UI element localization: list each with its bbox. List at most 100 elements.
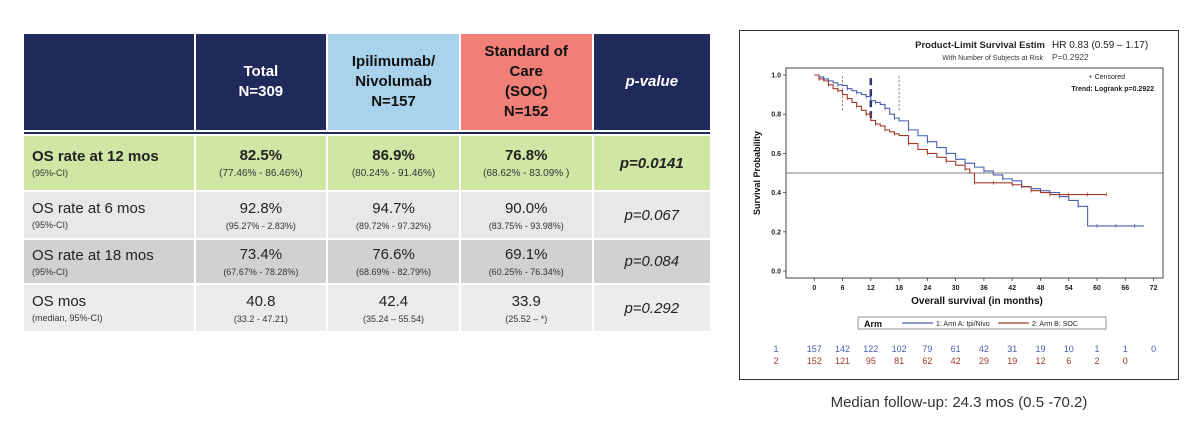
at-risk-count: 42 (979, 344, 989, 354)
y-tick-label: 0.2 (771, 229, 781, 236)
row-label-sub: (95%-CI) (32, 168, 69, 178)
cell-ipi: 86.9% (80.24% - 91.46%) (328, 136, 459, 190)
row-label: OS rate at 12 mos (95%-CI) (24, 136, 194, 190)
censored-legend: + Censored (1089, 74, 1125, 81)
at-risk-count: 19 (1035, 344, 1045, 354)
arm-legend-title: Arm (864, 319, 882, 329)
survival-curve-arm-2 (814, 74, 1107, 196)
row-label-main: OS rate at 18 mos (32, 246, 154, 264)
header-soc-line3: (SOC) (504, 83, 548, 100)
header-separator (24, 132, 710, 134)
y-tick-label: 1.0 (771, 73, 781, 80)
at-risk-count: 10 (1064, 344, 1074, 354)
cell-main: 69.1% (504, 246, 548, 263)
cell-main: 76.6% (372, 246, 415, 263)
cell-main: 73.4% (239, 246, 283, 263)
os-rate-table: Total N=309 Ipilimumab/ Nivolumab N=157 … (22, 32, 712, 333)
at-risk-count: 42 (951, 356, 961, 366)
x-tick-label: 42 (1008, 285, 1016, 292)
cell-ci: (80.24% - 91.46%) (351, 168, 436, 179)
x-tick-label: 18 (895, 285, 903, 292)
at-risk-count: 102 (892, 344, 907, 354)
cell-soc: 76.8% (68.62% - 83.09% ) (460, 136, 592, 190)
row-label: OS rate at 6 mos (95%-CI) (24, 192, 194, 238)
at-risk-table: 1 157 142 122 102 79 61 42 31 19 10 1 1 02 152 121 95 81 6… (773, 344, 1156, 366)
table-row: OS rate at 6 mos (95%-CI) 92.8% (95.27% - … (24, 192, 710, 238)
p-value-label: P=0.2922 (1052, 52, 1089, 62)
cell-main: 90.0% (504, 199, 548, 217)
survival-curves (814, 74, 1145, 228)
cell-ci: (68.69% - 82.79%) (356, 267, 432, 277)
x-tick-label: 6 (841, 285, 845, 292)
cell-main: 94.7% (372, 199, 415, 217)
x-tick-label: 24 (923, 285, 931, 292)
header-soc-line4: N=152 (503, 103, 549, 120)
cell-ci: (35.24 – 55.54) (363, 313, 425, 324)
at-risk-count: 6 (1066, 356, 1071, 366)
arm-legend: Arm 1: Arm A: Ipi/Nivo 2: Arm B: SOC (857, 316, 1107, 330)
table-row: OS rate at 12 mos (95%-CI) 82.5% (77.46% -… (24, 136, 710, 190)
chart-subtitle: With Number of Subjects at Risk (942, 55, 1043, 62)
at-risk-count: 19 (1007, 356, 1017, 366)
header-total-line1: Total (243, 63, 279, 80)
at-risk-count: 2 (1095, 356, 1100, 366)
header-total: Total N=309 (195, 34, 327, 130)
cell-ci: (77.46% - 86.46%) (219, 168, 303, 179)
x-tick-label: 48 (1037, 285, 1045, 292)
cell-soc: 69.1% (60.25% - 76.34%) (460, 240, 592, 283)
header-blank-cell (24, 34, 194, 130)
cell-ci: (68.62% - 83.09% ) (483, 168, 570, 179)
row-label-main: OS mos (32, 293, 87, 310)
y-axis-ticks: 0.0 0.2 0.4 0.6 0.8 1.0 (771, 73, 786, 276)
y-tick-label: 0.8 (771, 112, 781, 119)
cell-ipi: 76.6% (68.69% - 82.79%) (328, 240, 459, 283)
table-header-row: Total N=309 Ipilimumab/ Nivolumab N=157 … (24, 34, 710, 130)
header-ipi-line2: Nivolumab (355, 73, 432, 90)
at-risk-count: 62 (922, 356, 932, 366)
header-pvalue: p-value (593, 34, 710, 130)
cell-main: 33.9 (511, 292, 541, 310)
cell-main: 40.8 (246, 292, 276, 310)
x-tick-label: 36 (980, 285, 988, 292)
at-risk-count: 1 (1123, 344, 1128, 354)
cell-ci: (95.27% - 2.83%) (225, 220, 296, 231)
row-label-sub: (95%-CI) (32, 266, 69, 277)
cell-ipi: 94.7% (89.72% - 97.32%) (328, 192, 459, 238)
at-risk-count: 121 (835, 356, 850, 366)
cell-ci: (83.75% - 93.98%) (488, 220, 564, 231)
x-axis-ticks: 0 6 12 18 24 30 36 42 48 54 60 66 72 (812, 278, 1158, 292)
at-risk-count: 81 (894, 356, 904, 366)
x-tick-label: 66 (1121, 285, 1129, 292)
header-soc-line2: Care (509, 63, 543, 80)
at-risk-count: 61 (951, 344, 961, 354)
cell-ci: (60.25% - 76.34%) (488, 267, 564, 277)
row-label-main: OS rate at 6 mos (32, 200, 146, 217)
header-soc-line1: Standard of (484, 43, 568, 60)
at-risk-count: 31 (1007, 344, 1017, 354)
cell-main: 82.5% (239, 147, 283, 164)
x-tick-label: 12 (867, 285, 875, 292)
header-ipi-line3: N=157 (371, 93, 416, 110)
cell-total: 40.8 (33.2 - 47.21) (195, 285, 327, 331)
at-risk-count: 1 (1095, 344, 1100, 354)
at-risk-count: 79 (922, 344, 932, 354)
row-label: OS mos (median, 95%-CI) (24, 285, 194, 331)
y-tick-label: 0.6 (771, 151, 781, 158)
at-risk-count: 12 (1035, 356, 1045, 366)
at-risk-count: 29 (979, 356, 989, 366)
at-risk-row-label: 1 (773, 344, 778, 354)
y-axis-label: Survival Probability (752, 131, 762, 215)
header-pvalue-line1: p-value (625, 73, 679, 90)
at-risk-row-label: 2 (773, 356, 778, 366)
cell-total: 73.4% (67.67% - 78.28%) (195, 240, 327, 283)
cell-ci: (67.67% - 78.28%) (223, 267, 299, 277)
header-ipi-line1: Ipilimumab/ (351, 53, 436, 70)
cell-main: 92.8% (239, 199, 283, 217)
cell-soc: 90.0% (83.75% - 93.98%) (460, 192, 592, 238)
cell-ci: (33.2 - 47.21) (233, 313, 288, 324)
at-risk-count: 0 (1151, 344, 1156, 354)
header-total-line3: N=309 (238, 83, 284, 100)
at-risk-count: 95 (866, 356, 876, 366)
cell-pvalue: p=0.0141 (593, 136, 710, 190)
table-row: OS mos (median, 95%-CI) 40.8 (33.2 - 47.21… (24, 285, 710, 331)
